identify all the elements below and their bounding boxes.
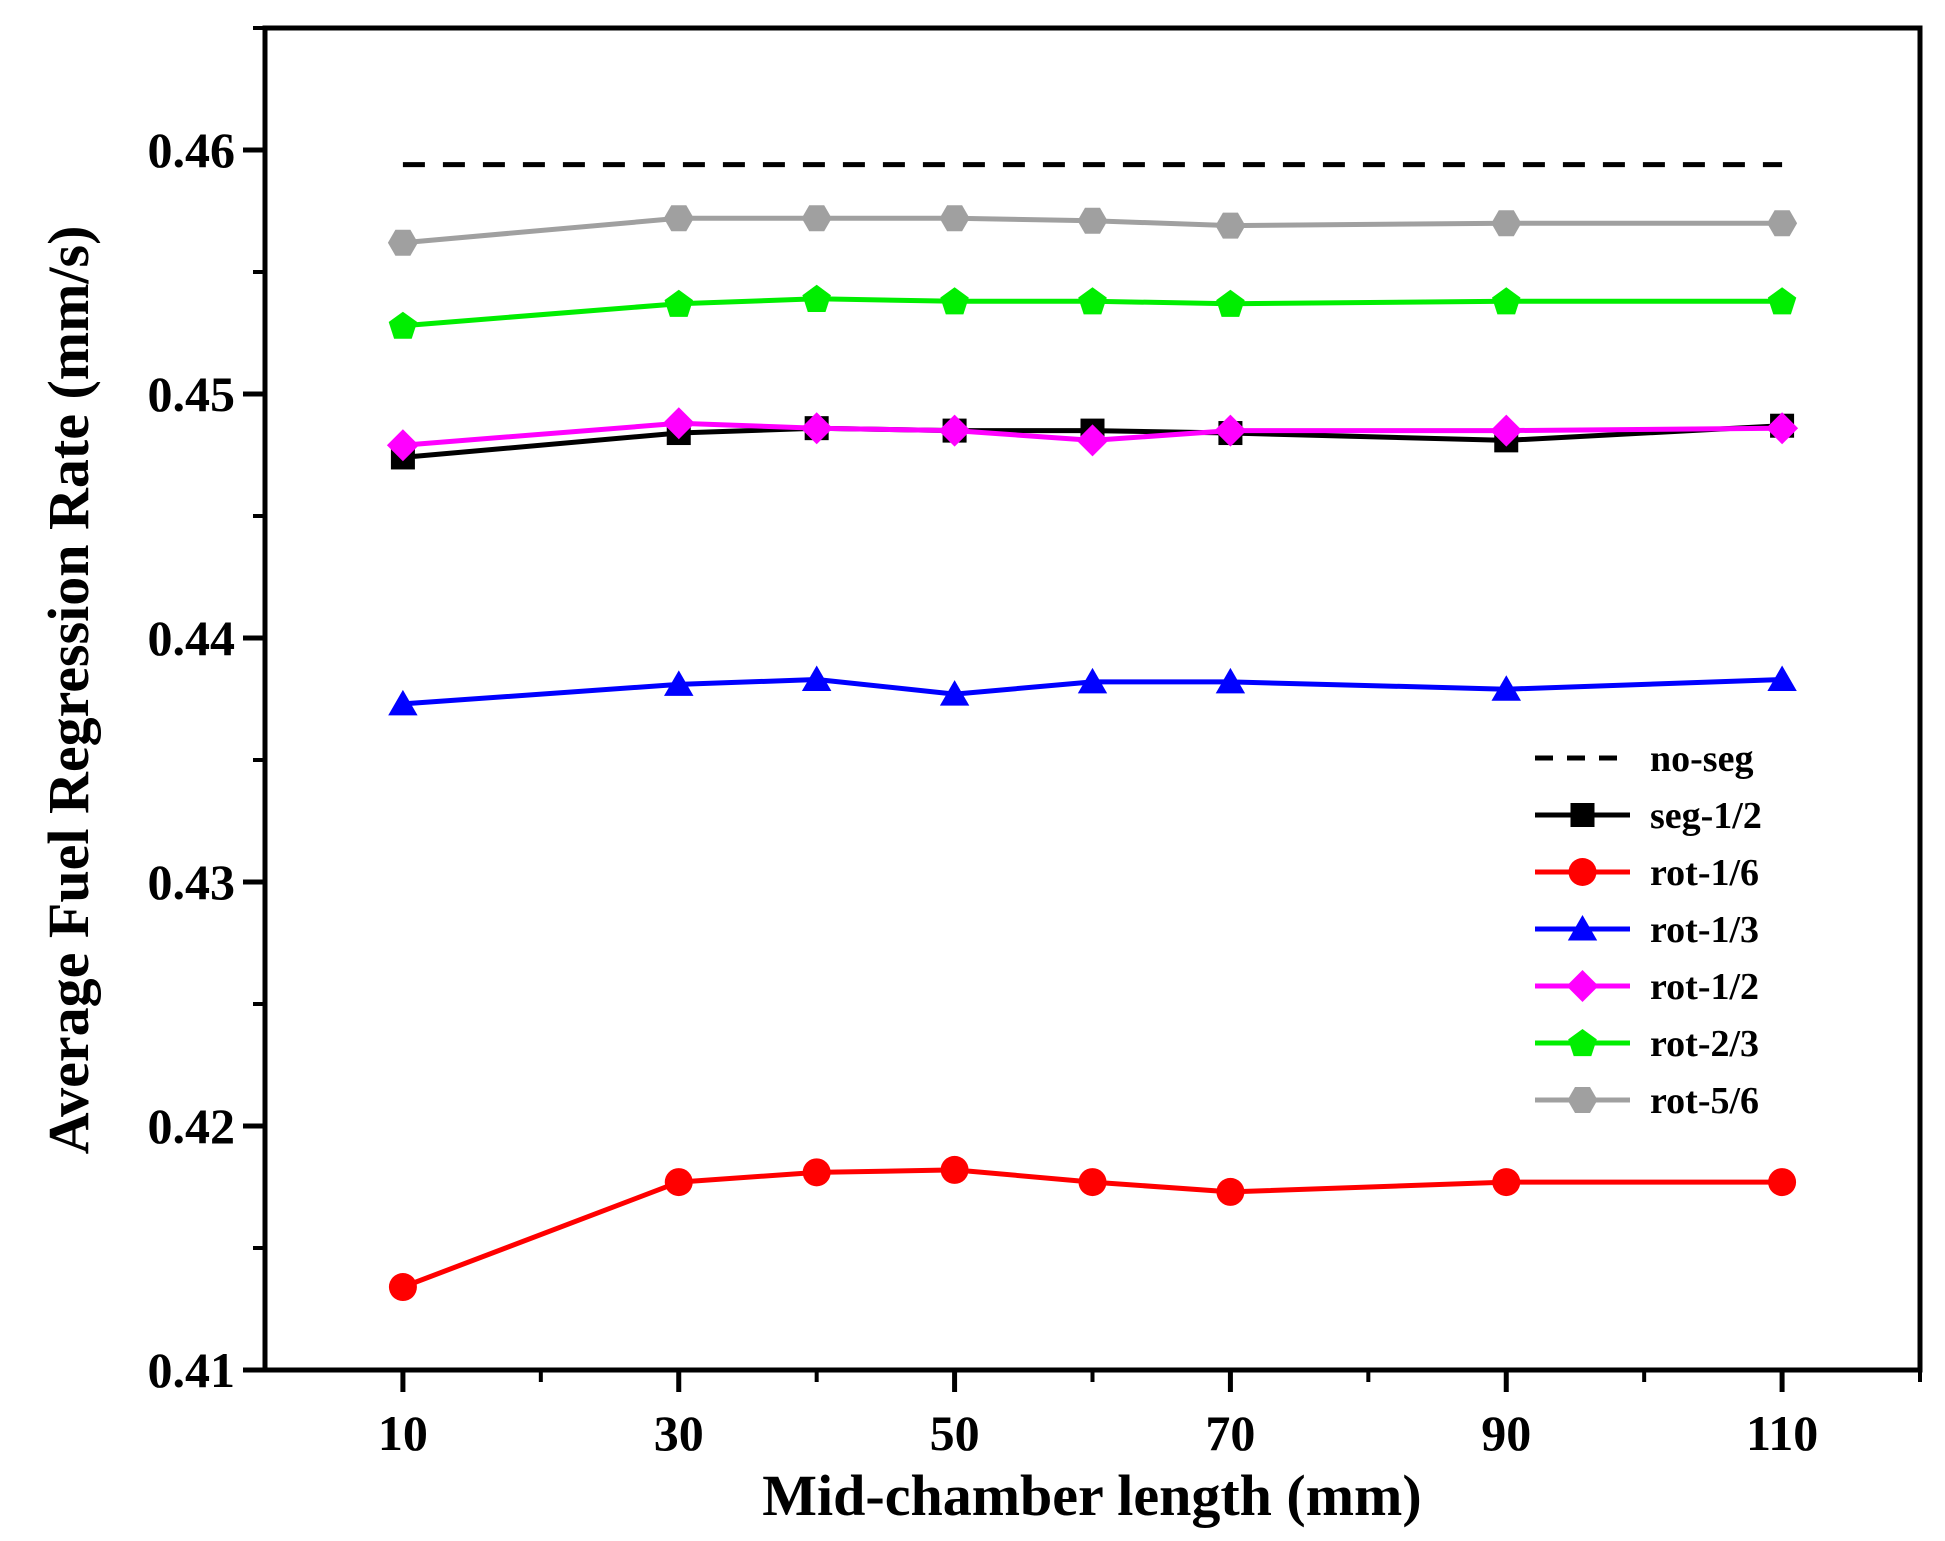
- legend-marker: [1566, 970, 1599, 1002]
- data-point-rot-2-3: [1767, 287, 1797, 315]
- legend-label: no-seg: [1650, 738, 1753, 780]
- legend-entry-rot-2-3: rot-2/3: [1535, 1023, 1759, 1065]
- x-tick-label: 30: [654, 1405, 704, 1461]
- data-point-rot-2-3: [1492, 287, 1521, 315]
- series-line-rot-2-3: [402, 296, 1783, 329]
- data-point-rot-2-3: [802, 284, 831, 312]
- axis-ticks: 10 30 50 70 90 110 0.41 0.42 0.43 0.44 0.45 0.46: [148, 26, 1922, 1461]
- data-point-rot-1-3: [801, 665, 832, 691]
- series-layer: [386, 162, 1799, 1302]
- data-point-rot-1-3: [1215, 667, 1246, 694]
- legend-label: rot-2/3: [1650, 1023, 1759, 1065]
- data-point-rot-1-2: [386, 429, 419, 462]
- legend-label: rot-1/3: [1650, 909, 1759, 951]
- series-line-rot-1-2: [402, 420, 1783, 448]
- x-tick-label: 90: [1481, 1405, 1531, 1461]
- data-point-rot-1-2: [1214, 414, 1247, 447]
- series-line-rot-1-3: [402, 677, 1783, 707]
- data-point-rot-1-6: [388, 1273, 417, 1302]
- legend: no-seg seg-1/2 rot-1/6 rot-1/3 rot-1/2 rot-2/…: [1535, 738, 1762, 1122]
- legend-entry-no-seg: no-seg: [1535, 738, 1753, 780]
- series-rot-2-3: [388, 284, 1797, 339]
- legend-entry-seg-1-2: seg-1/2: [1535, 795, 1762, 837]
- legend-entry-rot-1-2: rot-1/2: [1535, 966, 1759, 1008]
- series-rot-1-2: [386, 407, 1799, 462]
- y-tick-label: 0.43: [148, 854, 236, 910]
- data-point-rot-1-2: [1490, 414, 1523, 447]
- data-point-rot-1-2: [662, 407, 695, 440]
- y-tick-label: 0.44: [148, 610, 236, 666]
- data-point-rot-1-3: [1077, 667, 1108, 694]
- x-tick-label: 10: [378, 1405, 428, 1461]
- x-tick-label: 70: [1205, 1405, 1255, 1461]
- series-line-rot-5-6: [402, 215, 1783, 246]
- data-point-rot-5-6: [1215, 212, 1246, 239]
- legend-label: rot-5/6: [1650, 1080, 1759, 1122]
- legend-entry-rot-5-6: rot-5/6: [1535, 1080, 1759, 1122]
- data-point-rot-1-3: [1767, 665, 1797, 691]
- series-rot-1-3: [388, 665, 1797, 716]
- data-point-rot-2-3: [940, 287, 969, 315]
- data-point-rot-1-3: [1491, 675, 1521, 701]
- legend-marker: [1567, 1087, 1598, 1113]
- legend-label: rot-1/6: [1650, 852, 1759, 894]
- data-point-rot-1-3: [939, 680, 970, 706]
- data-point-rot-1-3: [664, 670, 694, 696]
- data-point-rot-5-6: [663, 205, 694, 232]
- legend-label: rot-1/2: [1650, 966, 1759, 1008]
- series-line-seg-1-2: [402, 423, 1783, 460]
- data-point-rot-1-2: [938, 414, 971, 447]
- data-point-rot-5-6: [1077, 207, 1108, 234]
- series-line-rot-1-6: [402, 1167, 1783, 1290]
- data-point-rot-1-6: [1768, 1168, 1797, 1197]
- legend-marker: [1568, 1029, 1597, 1057]
- data-point-rot-1-6: [1216, 1177, 1245, 1206]
- y-tick-label: 0.45: [148, 366, 236, 422]
- legend-marker: [1570, 803, 1595, 827]
- data-point-rot-5-6: [939, 205, 970, 232]
- y-axis-title: Average Fuel Regression Rate (mm/s): [36, 226, 101, 1155]
- data-point-rot-2-3: [1078, 287, 1107, 315]
- legend-label: seg-1/2: [1650, 795, 1762, 837]
- x-tick-label: 110: [1746, 1405, 1818, 1461]
- legend-marker: [1568, 858, 1597, 886]
- data-point-rot-1-6: [1492, 1168, 1521, 1197]
- legend-entry-rot-1-3: rot-1/3: [1535, 909, 1759, 951]
- data-point-rot-2-3: [664, 289, 693, 317]
- y-tick-label: 0.46: [148, 122, 236, 178]
- data-point-rot-2-3: [1216, 289, 1245, 317]
- data-point-rot-5-6: [1767, 210, 1798, 237]
- data-point-rot-5-6: [801, 205, 832, 232]
- y-tick-label: 0.42: [148, 1098, 236, 1154]
- x-tick-label: 50: [930, 1405, 980, 1461]
- data-point-rot-1-3: [388, 689, 418, 716]
- data-point-rot-1-6: [802, 1158, 831, 1187]
- legend-entry-rot-1-6: rot-1/6: [1535, 852, 1759, 894]
- data-point-rot-1-6: [940, 1155, 969, 1184]
- legend-marker: [1567, 915, 1598, 941]
- data-point-rot-1-2: [1076, 424, 1109, 457]
- x-axis-title: Mid-chamber length (mm): [762, 1463, 1421, 1528]
- data-point-rot-2-3: [388, 311, 418, 339]
- data-point-rot-1-2: [800, 412, 833, 445]
- data-point-rot-1-6: [1078, 1168, 1107, 1197]
- data-point-rot-1-2: [1766, 412, 1799, 445]
- data-point-rot-5-6: [1491, 210, 1522, 237]
- data-point-rot-1-6: [664, 1168, 693, 1197]
- data-point-rot-5-6: [387, 229, 418, 256]
- y-tick-label: 0.41: [148, 1342, 236, 1398]
- series-rot-5-6: [387, 205, 1798, 256]
- series-rot-1-6: [388, 1155, 1797, 1302]
